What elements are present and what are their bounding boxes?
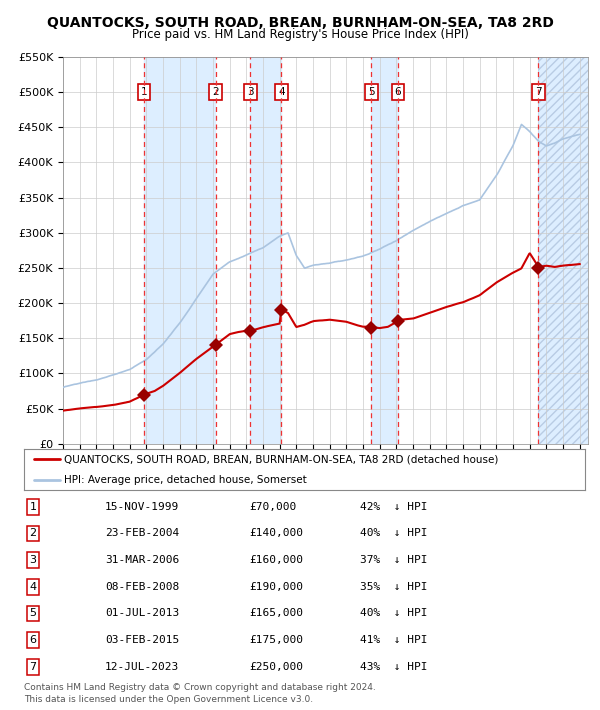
Text: 01-JUL-2013: 01-JUL-2013	[105, 608, 179, 618]
Text: 40%  ↓ HPI: 40% ↓ HPI	[360, 608, 427, 618]
Text: 7: 7	[29, 662, 37, 672]
Bar	[538, 57, 588, 444]
Text: 4: 4	[29, 581, 37, 592]
Bar	[371, 57, 398, 444]
Bar	[250, 57, 281, 444]
Text: 3: 3	[29, 555, 37, 565]
Text: 2: 2	[29, 528, 37, 538]
Text: 6: 6	[29, 635, 37, 645]
Text: Contains HM Land Registry data © Crown copyright and database right 2024.: Contains HM Land Registry data © Crown c…	[24, 682, 376, 692]
Text: 31-MAR-2006: 31-MAR-2006	[105, 555, 179, 565]
Text: £190,000: £190,000	[249, 581, 303, 592]
Text: 3: 3	[247, 87, 254, 97]
Text: 1: 1	[29, 502, 37, 512]
Text: £140,000: £140,000	[249, 528, 303, 538]
Text: 1: 1	[141, 87, 148, 97]
Text: 7: 7	[535, 87, 542, 97]
Text: 23-FEB-2004: 23-FEB-2004	[105, 528, 179, 538]
Text: 41%  ↓ HPI: 41% ↓ HPI	[360, 635, 427, 645]
Text: QUANTOCKS, SOUTH ROAD, BREAN, BURNHAM-ON-SEA, TA8 2RD (detached house): QUANTOCKS, SOUTH ROAD, BREAN, BURNHAM-ON…	[64, 454, 499, 464]
Text: £160,000: £160,000	[249, 555, 303, 565]
Text: HPI: Average price, detached house, Somerset: HPI: Average price, detached house, Some…	[64, 474, 307, 485]
Bar	[144, 57, 215, 444]
Text: £70,000: £70,000	[249, 502, 296, 512]
Text: This data is licensed under the Open Government Licence v3.0.: This data is licensed under the Open Gov…	[24, 695, 313, 704]
Text: Price paid vs. HM Land Registry's House Price Index (HPI): Price paid vs. HM Land Registry's House …	[131, 28, 469, 41]
Text: £165,000: £165,000	[249, 608, 303, 618]
Text: 5: 5	[29, 608, 37, 618]
Text: 08-FEB-2008: 08-FEB-2008	[105, 581, 179, 592]
Text: 6: 6	[395, 87, 401, 97]
Text: 5: 5	[368, 87, 374, 97]
Bar	[538, 57, 588, 444]
Text: 37%  ↓ HPI: 37% ↓ HPI	[360, 555, 427, 565]
Text: 35%  ↓ HPI: 35% ↓ HPI	[360, 581, 427, 592]
Text: 12-JUL-2023: 12-JUL-2023	[105, 662, 179, 672]
Text: 42%  ↓ HPI: 42% ↓ HPI	[360, 502, 427, 512]
Text: 43%  ↓ HPI: 43% ↓ HPI	[360, 662, 427, 672]
Text: QUANTOCKS, SOUTH ROAD, BREAN, BURNHAM-ON-SEA, TA8 2RD: QUANTOCKS, SOUTH ROAD, BREAN, BURNHAM-ON…	[47, 16, 553, 30]
Text: £175,000: £175,000	[249, 635, 303, 645]
Text: 4: 4	[278, 87, 284, 97]
Text: £250,000: £250,000	[249, 662, 303, 672]
Text: 15-NOV-1999: 15-NOV-1999	[105, 502, 179, 512]
Text: 2: 2	[212, 87, 219, 97]
Text: 40%  ↓ HPI: 40% ↓ HPI	[360, 528, 427, 538]
Text: 03-FEB-2015: 03-FEB-2015	[105, 635, 179, 645]
